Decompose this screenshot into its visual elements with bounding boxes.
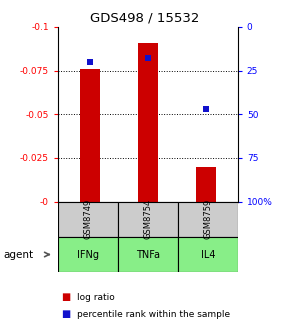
Bar <box>118 237 178 272</box>
Point <box>146 56 150 61</box>
Text: ■: ■ <box>61 292 70 302</box>
Bar <box>58 237 118 272</box>
Text: TNFa: TNFa <box>136 250 160 259</box>
Text: GSM8759: GSM8759 <box>203 199 212 239</box>
Bar <box>178 202 238 237</box>
Bar <box>58 202 118 237</box>
Point <box>204 106 208 112</box>
Point <box>88 59 92 65</box>
Text: GDS498 / 15532: GDS498 / 15532 <box>90 12 200 25</box>
Text: IL4: IL4 <box>201 250 215 259</box>
Text: IFNg: IFNg <box>77 250 99 259</box>
Text: log ratio: log ratio <box>77 293 115 302</box>
Bar <box>118 202 178 237</box>
Text: ■: ■ <box>61 309 70 319</box>
Text: percentile rank within the sample: percentile rank within the sample <box>77 310 230 319</box>
Text: agent: agent <box>3 250 33 259</box>
Text: GSM8754: GSM8754 <box>143 199 153 239</box>
Bar <box>196 167 216 202</box>
Bar <box>178 237 238 272</box>
Bar <box>138 43 158 202</box>
Text: GSM8749: GSM8749 <box>84 199 93 239</box>
Bar <box>80 69 100 202</box>
